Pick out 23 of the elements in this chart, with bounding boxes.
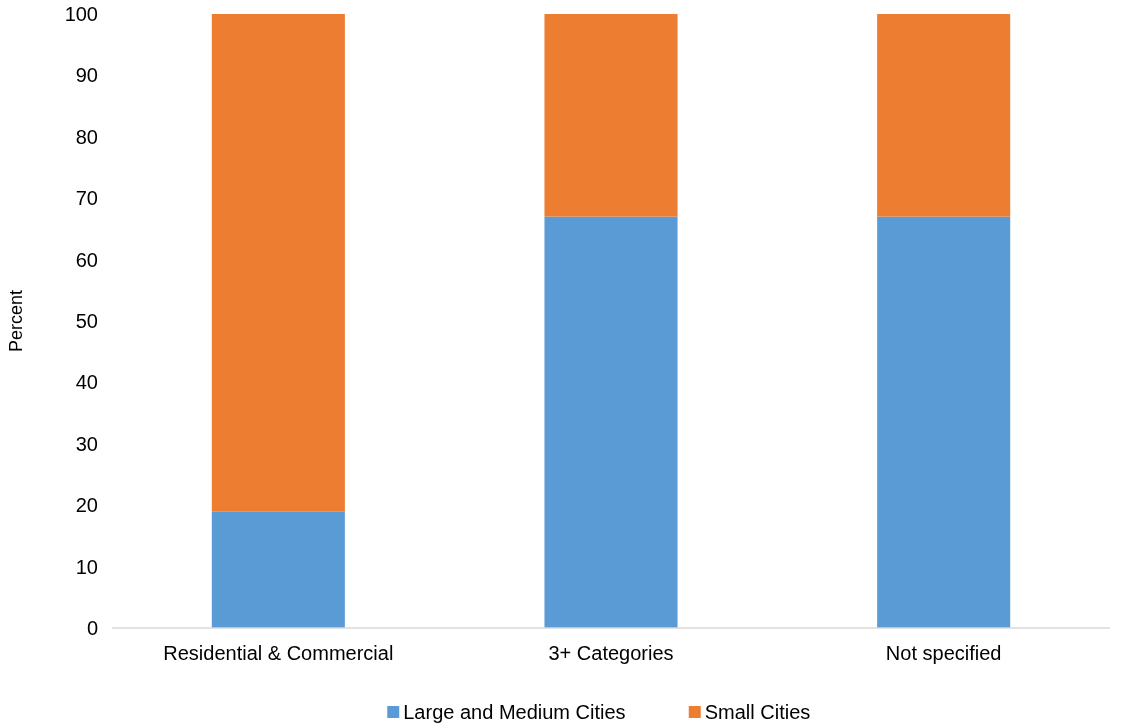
- y-tick-label: 30: [75, 432, 98, 455]
- y-tick-label: 50: [75, 310, 98, 332]
- bar: [211, 511, 345, 628]
- y-tick-label: 80: [75, 125, 98, 148]
- bar: [544, 216, 678, 628]
- bar: [544, 14, 678, 217]
- bar: [877, 14, 1011, 217]
- legend-label: Small Cities: [704, 701, 811, 723]
- y-tick-label: 70: [75, 187, 98, 210]
- y-tick-label: 90: [75, 64, 98, 87]
- y-tick-label: 10: [75, 555, 98, 578]
- y-tick-label: 60: [75, 248, 98, 271]
- x-tick-label: Not specified: [885, 642, 1002, 664]
- y-tick-label: 20: [75, 494, 98, 517]
- x-tick-label: 3+ Categories: [548, 642, 674, 664]
- y-tick-label: 100: [64, 3, 98, 25]
- y-tick-label: 40: [75, 371, 98, 394]
- bar: [877, 216, 1011, 628]
- y-tick-label: 0: [86, 617, 98, 639]
- bar: [211, 14, 345, 512]
- x-tick-label: Residential & Commercial: [163, 642, 394, 664]
- y-axis-title: Percent: [6, 289, 26, 353]
- legend-label: Large and Medium Cities: [403, 701, 626, 723]
